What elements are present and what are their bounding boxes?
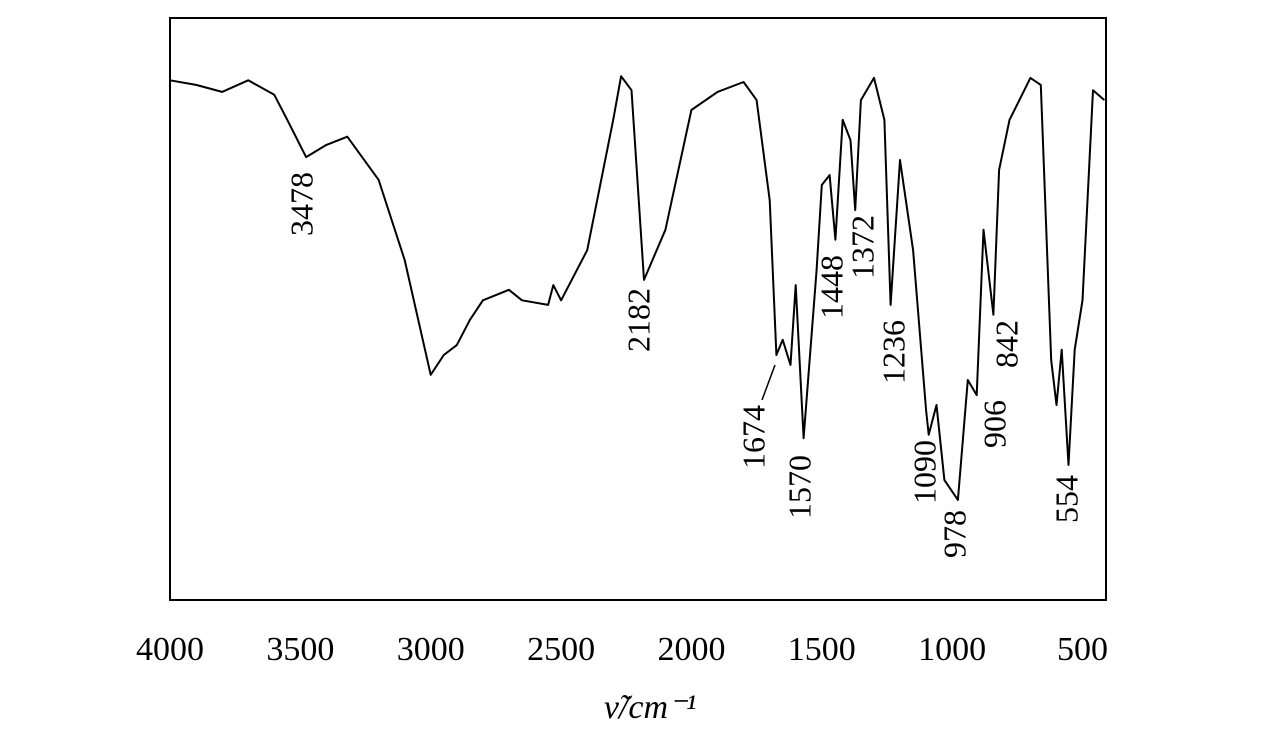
x-tick-label: 2000 (657, 631, 725, 668)
plot-frame (169, 17, 1107, 601)
peak-label: 554 (1048, 475, 1084, 523)
x-tick-label: 4000 (136, 631, 204, 668)
x-tick-label: 1500 (788, 631, 856, 668)
x-tick-label: 3000 (397, 631, 465, 668)
peak-label: 842 (988, 320, 1024, 368)
peak-label: 906 (976, 400, 1012, 448)
spectrum-line (169, 75, 1106, 501)
peak-label: 1448 (813, 255, 849, 319)
peak-label: 1674 (735, 405, 771, 469)
leader-line (761, 364, 776, 401)
peak-label: 978 (936, 510, 972, 558)
x-tick-label: 1000 (918, 631, 986, 668)
peak-label: 1570 (781, 455, 817, 519)
peak-label: 1372 (844, 215, 880, 279)
peak-label: 1236 (875, 320, 911, 384)
x-axis-label: ν̃/cm⁻¹ (604, 689, 696, 726)
peak-label: 1090 (906, 440, 942, 504)
peak-label: 2182 (620, 288, 656, 352)
x-tick-label: 500 (1057, 631, 1108, 668)
x-tick-label: 2500 (527, 631, 595, 668)
peak-label: 3478 (283, 172, 319, 236)
x-tick-label: 3500 (266, 631, 334, 668)
